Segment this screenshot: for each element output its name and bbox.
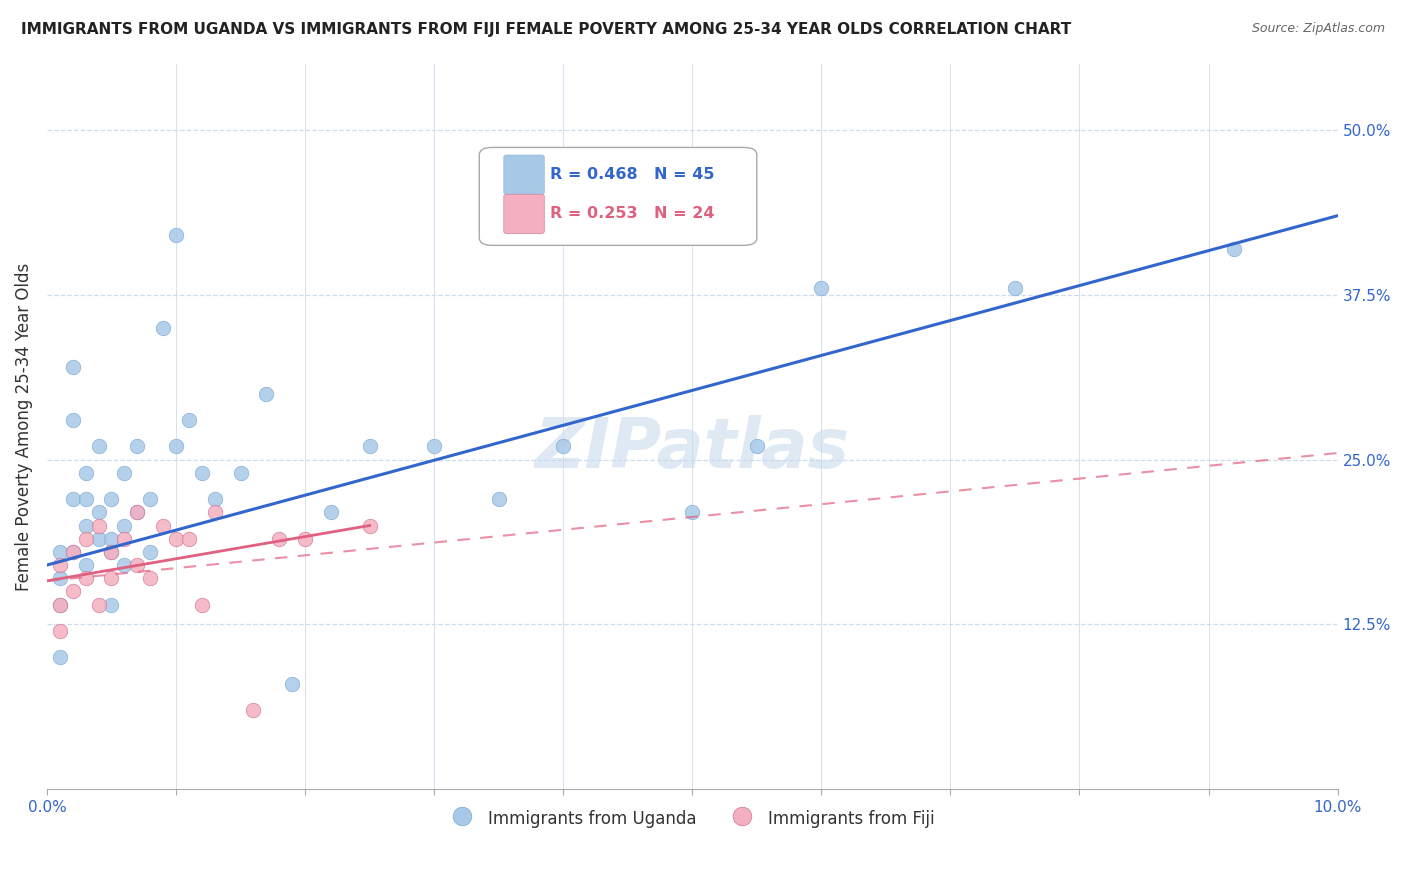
Point: [152, 320, 174, 334]
Point: [112, 558, 135, 572]
Point: [1004, 281, 1026, 295]
Point: [62, 413, 84, 427]
Point: [165, 532, 187, 546]
Y-axis label: Female Poverty Among 25-34 Year Olds: Female Poverty Among 25-34 Year Olds: [15, 262, 32, 591]
Point: [87, 518, 110, 533]
Point: [139, 571, 162, 585]
Point: [49, 598, 72, 612]
Text: R = 0.253: R = 0.253: [551, 206, 638, 221]
Point: [62, 545, 84, 559]
Point: [87, 532, 110, 546]
Point: [281, 677, 304, 691]
Point: [319, 505, 342, 519]
Point: [177, 413, 200, 427]
Point: [100, 598, 122, 612]
Point: [1223, 242, 1246, 256]
Point: [75, 558, 97, 572]
Point: [75, 492, 97, 507]
Point: [49, 624, 72, 638]
Point: [62, 584, 84, 599]
Point: [100, 545, 122, 559]
Text: Source: ZipAtlas.com: Source: ZipAtlas.com: [1251, 22, 1385, 36]
Point: [100, 532, 122, 546]
Point: [423, 439, 446, 453]
Point: [254, 386, 277, 401]
Point: [681, 505, 703, 519]
Point: [204, 505, 226, 519]
Point: [49, 545, 72, 559]
Point: [177, 532, 200, 546]
Point: [139, 545, 162, 559]
Text: R = 0.468: R = 0.468: [551, 167, 638, 182]
Point: [165, 439, 187, 453]
Point: [112, 532, 135, 546]
FancyBboxPatch shape: [479, 147, 756, 245]
Point: [100, 545, 122, 559]
Point: [62, 360, 84, 375]
Text: N = 24: N = 24: [654, 206, 714, 221]
Point: [242, 703, 264, 717]
Point: [488, 492, 510, 507]
Point: [810, 281, 832, 295]
Point: [553, 439, 575, 453]
Point: [49, 571, 72, 585]
Point: [49, 558, 72, 572]
Point: [87, 505, 110, 519]
Point: [75, 532, 97, 546]
Text: N = 45: N = 45: [654, 167, 714, 182]
Text: IMMIGRANTS FROM UGANDA VS IMMIGRANTS FROM FIJI FEMALE POVERTY AMONG 25-34 YEAR O: IMMIGRANTS FROM UGANDA VS IMMIGRANTS FRO…: [21, 22, 1071, 37]
Point: [359, 518, 381, 533]
Point: [100, 492, 122, 507]
FancyBboxPatch shape: [503, 155, 544, 194]
Point: [49, 650, 72, 665]
Point: [152, 518, 174, 533]
Point: [87, 598, 110, 612]
Point: [112, 518, 135, 533]
Point: [127, 505, 149, 519]
Point: [87, 439, 110, 453]
Point: [62, 545, 84, 559]
Point: [204, 492, 226, 507]
Point: [127, 505, 149, 519]
FancyBboxPatch shape: [503, 194, 544, 234]
Point: [112, 466, 135, 480]
Point: [100, 571, 122, 585]
Point: [165, 228, 187, 243]
Point: [75, 466, 97, 480]
Point: [359, 439, 381, 453]
Point: [191, 466, 214, 480]
Point: [269, 532, 291, 546]
Point: [139, 492, 162, 507]
Point: [745, 439, 768, 453]
Legend: Immigrants from Uganda, Immigrants from Fiji: Immigrants from Uganda, Immigrants from …: [443, 802, 942, 835]
Point: [294, 532, 316, 546]
Point: [191, 598, 214, 612]
Point: [127, 439, 149, 453]
Point: [229, 466, 252, 480]
Point: [75, 571, 97, 585]
Point: [49, 598, 72, 612]
Point: [75, 518, 97, 533]
Point: [127, 558, 149, 572]
Text: ZIPatlas: ZIPatlas: [534, 415, 849, 482]
Point: [62, 492, 84, 507]
